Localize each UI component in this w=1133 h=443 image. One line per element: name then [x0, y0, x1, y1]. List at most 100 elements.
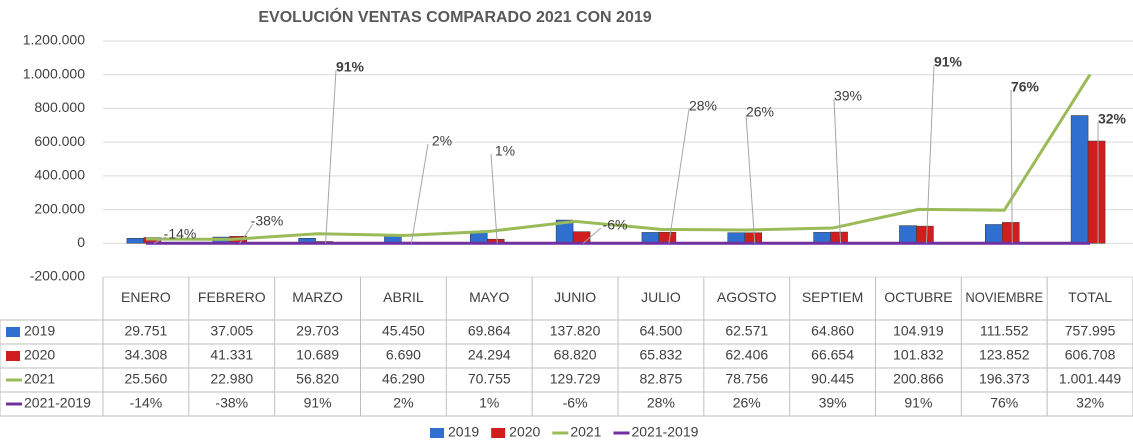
- legend-label: 2020: [24, 347, 55, 363]
- table-cell: 78.756: [725, 371, 768, 387]
- y-tick-label: 600.000: [34, 133, 85, 149]
- table-cell: 24.294: [468, 347, 511, 363]
- leader-line: [925, 64, 935, 244]
- table-cell: -38%: [215, 395, 248, 411]
- table-cell: 32%: [1076, 395, 1104, 411]
- leader-line: [490, 153, 498, 244]
- y-tick-label: 200.000: [34, 200, 85, 216]
- bar: [641, 232, 660, 244]
- x-tick-label: ENERO: [121, 289, 171, 305]
- y-tick-label: 800.000: [34, 99, 85, 115]
- leader-line: [668, 108, 690, 244]
- x-tick-label: NOVIEMBRE: [965, 289, 1043, 305]
- table-cell: 65.832: [640, 347, 683, 363]
- table-cell: 101.832: [893, 347, 944, 363]
- legend-key: [6, 351, 20, 361]
- table-cell: 28%: [647, 395, 675, 411]
- legend-label: 2020: [509, 424, 540, 440]
- bar: [126, 238, 145, 244]
- table-cell: 39%: [819, 395, 847, 411]
- table-cell: 10.689: [296, 347, 339, 363]
- bar: [727, 232, 745, 244]
- data-label: -38%: [251, 213, 284, 229]
- data-label: 91%: [934, 54, 963, 70]
- y-tick-label: 1.200.000: [23, 32, 85, 48]
- bar: [899, 225, 917, 244]
- legend-label: 2021-2019: [24, 395, 91, 411]
- table-cell: 64.860: [811, 323, 854, 339]
- legend-label: 2019: [448, 424, 479, 440]
- table-cell: 137.820: [550, 323, 601, 339]
- table-cell: 1%: [479, 395, 499, 411]
- table-cell: 70.755: [468, 371, 511, 387]
- table-cell: 68.820: [554, 347, 597, 363]
- x-tick-label: TOTAL: [1068, 289, 1112, 305]
- bar: [1087, 140, 1106, 244]
- y-tick-label: 1.000.000: [23, 65, 85, 81]
- table-cell: 606.708: [1065, 347, 1116, 363]
- x-tick-label: OCTUBRE: [884, 289, 952, 305]
- data-label: 76%: [1011, 79, 1040, 95]
- y-tick-label: 0: [77, 234, 85, 250]
- table-cell: 111.552: [980, 323, 1029, 339]
- table-cell: -14%: [130, 395, 163, 411]
- table-cell: 22.980: [210, 371, 253, 387]
- data-label: 1%: [495, 143, 515, 159]
- table-cell: 196.373: [979, 371, 1030, 387]
- table-cell: 46.290: [382, 371, 425, 387]
- x-tick-label: SEPTIEM: [802, 289, 863, 305]
- data-label: 28%: [689, 98, 717, 114]
- legend-label: 2021: [570, 424, 601, 440]
- data-label: 91%: [336, 59, 365, 75]
- bar: [1002, 222, 1020, 244]
- y-tick-label: 400.000: [34, 167, 85, 183]
- table-cell: 66.654: [811, 347, 854, 363]
- data-label: 2%: [432, 133, 452, 149]
- bar: [572, 231, 591, 244]
- leader-line: [239, 223, 254, 244]
- bar: [744, 232, 762, 244]
- x-tick-label: MAYO: [469, 289, 509, 305]
- table-cell: 82.875: [640, 371, 683, 387]
- data-label: -6%: [603, 217, 628, 233]
- table-cell: 129.729: [550, 371, 601, 387]
- table-cell: -6%: [563, 395, 588, 411]
- x-tick-label: AGOSTO: [717, 289, 777, 305]
- x-tick-label: JUNIO: [554, 289, 596, 305]
- bar: [1070, 115, 1089, 244]
- table-cell: 45.450: [382, 323, 425, 339]
- table-cell: 34.308: [125, 347, 168, 363]
- x-tick-label: ABRIL: [383, 289, 424, 305]
- x-tick-label: MARZO: [292, 289, 343, 305]
- leader-line: [745, 114, 756, 244]
- bar: [830, 231, 848, 244]
- leader-line: [410, 143, 429, 244]
- x-tick-label: JULIO: [641, 289, 681, 305]
- bar: [658, 231, 677, 244]
- table-cell: 757.995: [1065, 323, 1116, 339]
- table-cell: 62.571: [725, 323, 768, 339]
- leader-line: [153, 236, 167, 244]
- legend-label: 2021: [24, 371, 55, 387]
- chart-title: EVOLUCIÓN VENTAS COMPARADO 2021 CON 2019: [258, 7, 651, 26]
- table-cell: 29.703: [296, 323, 339, 339]
- table-cell: 41.331: [210, 347, 253, 363]
- table-cell: 200.866: [893, 371, 944, 387]
- bar: [916, 225, 934, 244]
- table-cell: 69.864: [468, 323, 511, 339]
- table-cell: 6.690: [386, 347, 421, 363]
- x-tick-label: FEBRERO: [198, 289, 266, 305]
- table-cell: 62.406: [725, 347, 768, 363]
- legend-key: [430, 428, 444, 438]
- data-label: 32%: [1098, 111, 1127, 127]
- legend-label: 2019: [24, 323, 55, 339]
- table-cell: 91%: [304, 395, 332, 411]
- bar: [985, 224, 1003, 244]
- leader-line: [1010, 89, 1013, 244]
- data-label: -14%: [164, 226, 197, 242]
- table-cell: 76%: [990, 395, 1018, 411]
- table-cell: 90.445: [811, 371, 854, 387]
- table-cell: 37.005: [210, 323, 253, 339]
- leader-line: [833, 98, 842, 244]
